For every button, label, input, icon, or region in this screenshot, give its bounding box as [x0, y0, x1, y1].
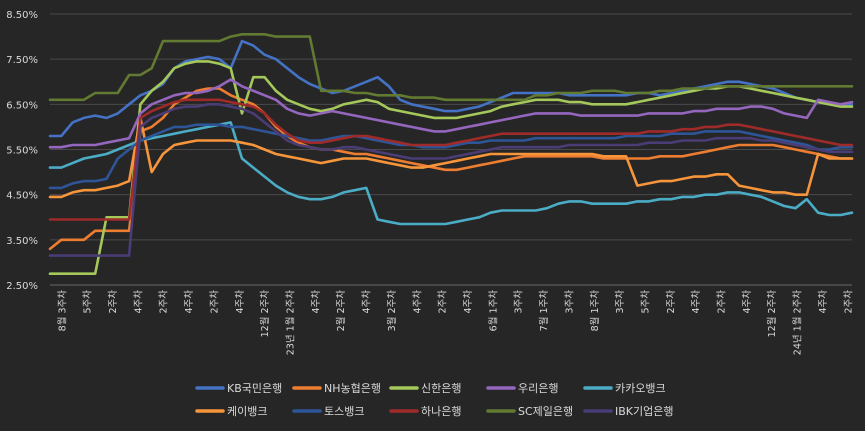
legend-label: KB국민은행: [227, 382, 282, 395]
x-tick-label: 4주차: [132, 290, 144, 314]
x-tick-label: 3주차: [513, 290, 525, 314]
x-tick-label: 8월 3주차: [56, 290, 68, 332]
x-tick-label: 8월 1주차: [589, 290, 601, 332]
legend-label: 카카오뱅크: [615, 382, 666, 395]
series-line-4: [48, 121, 854, 226]
legend-label: 토스뱅크: [324, 405, 364, 418]
x-tick-label: 4주차: [234, 290, 246, 314]
x-tick-label: 3월 2주차: [386, 290, 398, 332]
x-tick-label: 2주차: [437, 290, 449, 314]
series-line-9: [48, 103, 854, 257]
x-tick-label: 6월 1주차: [487, 290, 499, 332]
y-tick-label: 6.50%: [6, 100, 38, 111]
x-tick-label: 5주차: [82, 290, 94, 314]
gridlines: [50, 13, 852, 286]
y-tick-label: 8.50%: [6, 10, 38, 21]
x-tick-label: 4주차: [462, 290, 474, 314]
y-axis-ticks: 2.50% 3.50% 4.50% 5.50% 6.50% 7.50% 8.50%: [6, 10, 38, 292]
series-line-3: [48, 78, 854, 149]
x-tick-label: 2주차: [716, 290, 728, 314]
x-tick-label: 23년 1월 2주차: [285, 290, 297, 355]
legend-label: 신한은행: [421, 382, 461, 395]
x-tick-label: 4주차: [361, 290, 373, 314]
y-tick-label: 5.50%: [6, 146, 38, 157]
x-axis-ticks: 8월 3주차 5주차 2주차 4주차 2주차 4주차 2주차 4주차 12월 2주차 23년 1월…: [56, 290, 854, 355]
x-tick-label: 3주차: [563, 290, 575, 314]
x-tick-label: 2주차: [665, 290, 677, 314]
series-line-8: [48, 33, 854, 102]
x-tick-label: 4주차: [690, 290, 702, 314]
x-tick-label: 12월 2주차: [259, 290, 271, 338]
x-tick-label: 2주차: [158, 290, 170, 314]
x-tick-label: 2주차: [107, 290, 119, 314]
series-line-5: [48, 116, 854, 199]
y-tick-label: 3.50%: [6, 236, 38, 247]
legend-label: NH농협은행: [324, 382, 381, 395]
x-tick-label: 12월 2주차: [766, 290, 778, 338]
legend-label: IBK기업은행: [615, 405, 673, 418]
x-tick-label: 3주차: [614, 290, 626, 314]
x-tick-label: 2주차: [842, 290, 854, 314]
y-tick-label: 4.50%: [6, 191, 38, 202]
x-tick-label: 24년 1월 2주차: [792, 290, 804, 355]
x-tick-label: 2월 2주차: [335, 290, 347, 332]
x-tick-label: 7월 1주차: [538, 290, 550, 332]
y-tick-label: 7.50%: [6, 55, 38, 66]
legend-label: 우리은행: [518, 382, 558, 395]
legend-label: 하나은행: [421, 404, 461, 418]
series-line-1: [48, 87, 854, 251]
legend-label: 케이뱅크: [227, 405, 267, 418]
x-tick-label: 2주차: [208, 290, 220, 314]
legend-label: SC제일은행: [518, 404, 573, 418]
series-lines: [48, 33, 854, 275]
x-tick-label: 5주차: [639, 290, 651, 314]
x-tick-label: 4주차: [411, 290, 423, 314]
series-line-7: [48, 98, 854, 221]
series-line-0: [48, 39, 854, 138]
series-line-6: [48, 123, 854, 190]
series-line-2: [48, 60, 854, 275]
y-tick-label: 2.50%: [6, 281, 38, 292]
x-tick-label: 4주차: [310, 290, 322, 314]
x-tick-label: 4주차: [817, 290, 829, 314]
x-tick-label: 4주차: [183, 290, 195, 314]
x-tick-label: 4주차: [741, 290, 753, 314]
